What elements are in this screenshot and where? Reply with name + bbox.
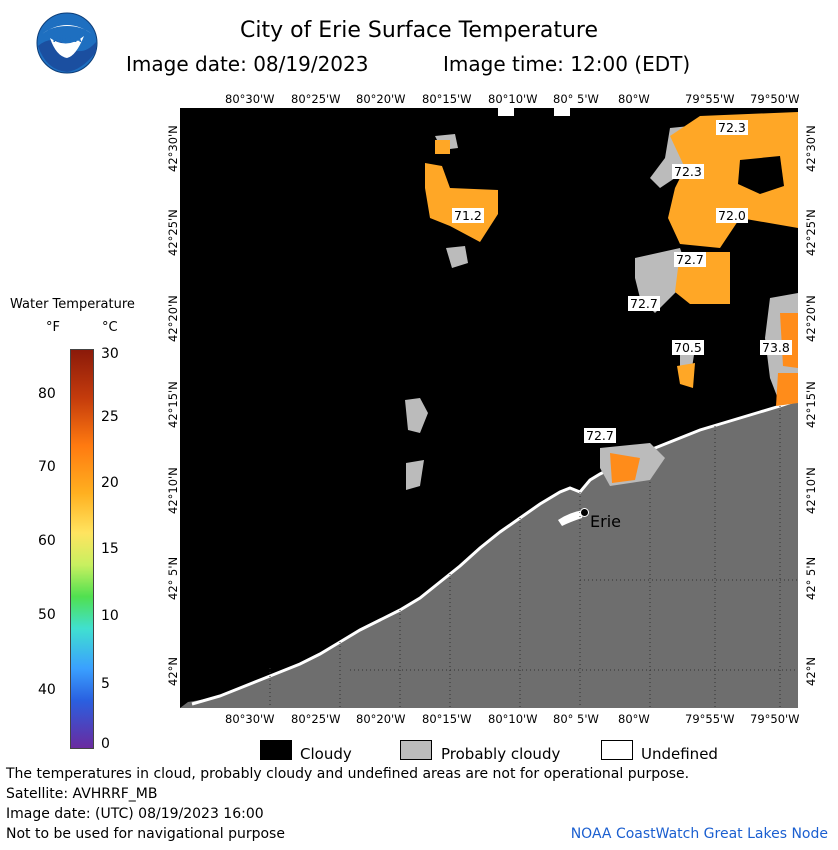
lat-label-right: 42° 5'N [804, 556, 818, 600]
scale-f-tick: 50 [38, 607, 56, 623]
lon-label-top: 80° 5'W [553, 92, 599, 106]
lon-label-top: 80°10'W [488, 92, 538, 106]
scale-f-tick: 60 [38, 533, 56, 549]
scale-c-tick: 30 [101, 346, 119, 362]
lon-label-top: 80°20'W [356, 92, 406, 106]
footer-credit[interactable]: NOAA CoastWatch Great Lakes Node [570, 826, 828, 842]
lon-label-bottom: 80°25'W [291, 712, 341, 726]
legend-swatch-probably-cloudy [400, 740, 432, 760]
footer-satellite: Satellite: AVHRRF_MB [6, 786, 158, 802]
lon-label-bottom: 80°20'W [356, 712, 406, 726]
legend-label-cloudy: Cloudy [300, 745, 352, 763]
lat-label-right: 42°15'N [804, 381, 818, 428]
scale-c-tick: 10 [101, 608, 119, 624]
footer-disclaimer: The temperatures in cloud, probably clou… [6, 766, 690, 782]
map-title: City of Erie Surface Temperature [239, 18, 599, 43]
temperature-label: 70.5 [672, 340, 704, 355]
lon-label-bottom: 79°55'W [685, 712, 735, 726]
erie-marker [580, 508, 589, 517]
temperature-label: 72.3 [716, 120, 748, 135]
scale-c-tick: 25 [101, 409, 119, 425]
lat-label-right: 42°25'N [804, 209, 818, 256]
noaa-logo: NOAA [36, 12, 98, 74]
lat-label-right: 42°N [804, 657, 818, 686]
legend-label-undefined: Undefined [641, 745, 718, 763]
map-canvas [180, 108, 799, 708]
footer-utc-date: Image date: (UTC) 08/19/2023 16:00 [6, 806, 264, 822]
lat-label-left: 42°20'N [166, 295, 180, 342]
lon-label-top: 80°30'W [225, 92, 275, 106]
temperature-label: 72.0 [716, 208, 748, 223]
color-scale-title: Water Temperature [10, 297, 135, 312]
land-area [180, 400, 798, 708]
lat-label-right: 42°30'N [804, 125, 818, 172]
lat-label-left: 42°15'N [166, 381, 180, 428]
legend-swatch-undefined [601, 740, 633, 760]
scale-c-tick: 5 [101, 676, 110, 692]
lon-label-top: 79°50'W [750, 92, 800, 106]
lon-label-top: 80°15'W [422, 92, 472, 106]
image-date: Image date: 08/19/2023 [126, 52, 369, 76]
lat-label-left: 42°10'N [166, 467, 180, 514]
scale-c-tick: 15 [101, 541, 119, 557]
lon-label-top: 79°55'W [685, 92, 735, 106]
image-time: Image time: 12:00 (EDT) [443, 52, 691, 76]
scale-c-tick: 0 [101, 736, 110, 752]
map-panel[interactable]: 72.3 72.3 72.0 71.2 72.7 72.7 70.5 73.8 72.7 Eri… [180, 108, 799, 708]
unit-f: °F [46, 320, 60, 335]
lon-label-bottom: 79°50'W [750, 712, 800, 726]
scale-f-tick: 40 [38, 682, 56, 698]
footer-nav-warning: Not to be used for navigational purpose [6, 826, 285, 842]
lat-label-right: 42°20'N [804, 295, 818, 342]
lon-label-bottom: 80°10'W [488, 712, 538, 726]
legend-swatch-cloudy [260, 740, 292, 760]
scale-c-tick: 20 [101, 475, 119, 491]
lon-label-bottom: 80° 5'W [553, 712, 599, 726]
temperature-label: 72.3 [672, 164, 704, 179]
lat-label-left: 42°25'N [166, 209, 180, 256]
lat-label-right: 42°10'N [804, 467, 818, 514]
city-label-erie: Erie [590, 512, 621, 531]
lon-label-bottom: 80°30'W [225, 712, 275, 726]
scale-f-tick: 70 [38, 459, 56, 475]
lon-label-top: 80°W [618, 92, 650, 106]
lat-label-left: 42°30'N [166, 125, 180, 172]
noaa-logo-text: NOAA [52, 35, 82, 45]
temperature-label: 71.2 [452, 208, 484, 223]
lat-label-left: 42°N [166, 657, 180, 686]
temperature-label: 72.7 [628, 296, 660, 311]
legend-label-probably-cloudy: Probably cloudy [441, 745, 561, 763]
scale-f-tick: 80 [38, 386, 56, 402]
temperature-label: 73.8 [760, 340, 792, 355]
temperature-label: 72.7 [584, 428, 616, 443]
lon-label-bottom: 80°W [618, 712, 650, 726]
lat-label-left: 42° 5'N [166, 556, 180, 600]
temperature-label: 72.7 [674, 252, 706, 267]
color-scale-bar [70, 349, 94, 749]
lon-label-top: 80°25'W [291, 92, 341, 106]
lon-label-bottom: 80°15'W [422, 712, 472, 726]
unit-c: °C [102, 320, 118, 335]
